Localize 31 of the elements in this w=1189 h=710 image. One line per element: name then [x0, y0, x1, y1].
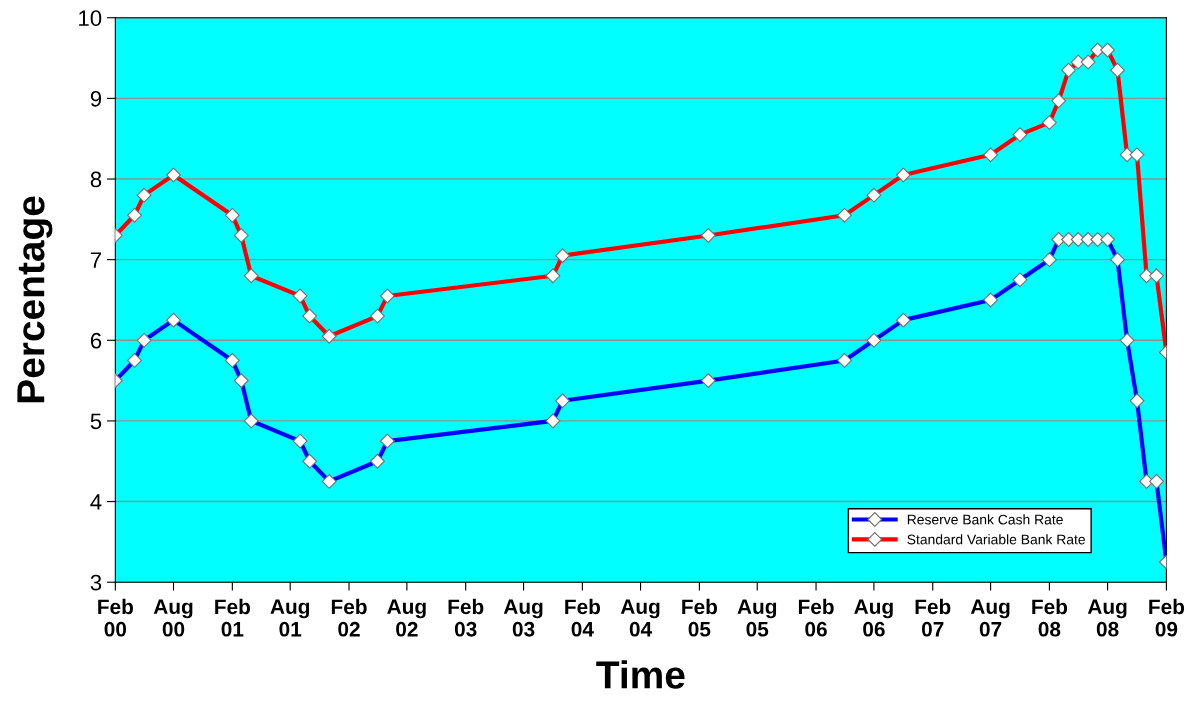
legend-label: Standard Variable Bank Rate	[907, 534, 1085, 545]
x-tick-label: Aug 04	[620, 599, 660, 637]
x-tick-label: Aug 00	[153, 599, 193, 637]
x-tick-label: Aug 08	[1087, 599, 1127, 637]
y-tick-label: 10	[79, 10, 102, 27]
x-tick-label: Feb 09	[1149, 598, 1185, 637]
x-tick-label: Aug 03	[503, 599, 543, 637]
y-tick-label: 9	[90, 90, 102, 107]
x-tick-label: Feb 04	[565, 598, 601, 637]
y-tick-label: 7	[90, 252, 102, 268]
y-axis-title: Percentage	[17, 196, 53, 403]
y-tick-label: 8	[90, 171, 102, 188]
x-tick-label: Aug 06	[854, 599, 893, 637]
y-tick-label: 3	[90, 574, 102, 591]
x-tick-label: Feb 00	[98, 598, 133, 637]
y-tick-label: 5	[90, 413, 102, 430]
x-tick-label: Aug 05	[737, 599, 777, 637]
x-tick-label: Feb 01	[215, 598, 250, 637]
x-tick-label: Feb 06	[798, 598, 834, 637]
x-tick-label: Aug 07	[970, 599, 1010, 637]
y-tick-label: 6	[90, 332, 102, 349]
x-tick-label: Aug 01	[270, 599, 310, 637]
x-tick-label: Feb 07	[915, 598, 951, 637]
x-tick-label: Feb 08	[1032, 598, 1068, 637]
x-tick-label: Aug 02	[387, 599, 426, 637]
x-tick-label: Feb 02	[331, 598, 367, 637]
legend-label: Reserve Bank Cash Rate	[907, 514, 1063, 525]
x-axis-title: Time	[596, 660, 685, 689]
x-tick-label: Feb 05	[682, 598, 718, 637]
y-tick-label: 4	[90, 494, 102, 510]
x-tick-label: Feb 03	[448, 598, 484, 637]
